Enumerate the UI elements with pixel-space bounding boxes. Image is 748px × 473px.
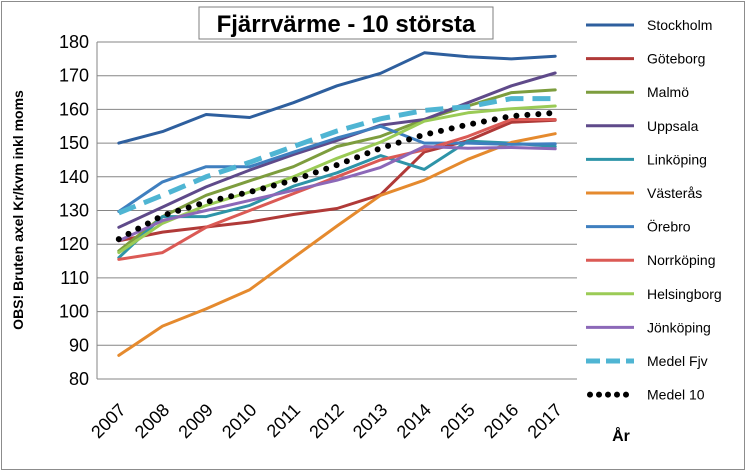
y-tick-label: 150 [59,133,89,153]
legend-label: Helsingborg [647,286,722,302]
series-line-linköping [117,139,557,260]
x-tick-label: 2010 [218,400,260,442]
series-line-västerås [117,132,557,357]
chart-title: Fjärrvärme - 10 största [217,11,476,38]
y-tick-label: 80 [69,369,89,389]
x-tick-label: 2013 [349,400,391,442]
series-line-örebro [117,124,557,213]
legend: Stockholm Göteborg Malmö Uppsala Linköping Vä… [586,17,722,403]
series-line-medel-10 [115,109,559,243]
y-tick-label: 180 [59,32,89,52]
legend-label: Linköping [647,151,707,167]
series-line-norrköping [117,118,557,261]
x-tick-labels: 2007 2008 2009 2010 2011 2012 2013 2014 2015 2016… [87,400,566,442]
x-tick-label: 2012 [305,400,347,442]
series-line-medel-fjv [117,96,556,216]
series-line-jönköping [117,145,557,243]
x-tick-label: 2011 [263,400,305,442]
title-box [198,6,494,40]
series-lines [115,51,559,357]
legend-label: Jönköping [647,319,711,335]
y-tick-label: 100 [59,302,89,322]
y-tick-label: 120 [59,234,89,254]
series-line-stockholm [117,51,557,145]
y-tick-labels: 80 90 100 110 120 130 140 150 160 170 180 [59,32,89,389]
legend-label: Göteborg [647,51,705,67]
legend-label: Västerås [647,185,702,201]
y-tick-label: 130 [59,201,89,221]
legend-label: Medel Fjv [647,353,708,369]
x-tick-label: 2008 [131,400,173,442]
y-tick-label: 160 [59,99,89,119]
legend-label: Norrköping [647,252,715,268]
x-tick-label: 2014 [393,400,435,442]
series-line-uppsala [117,71,557,229]
legend-label: Malmö [647,84,689,100]
x-axis-label: År [612,426,630,445]
axes [96,42,577,380]
x-tick-label: 2009 [174,400,216,442]
x-tick-label: 2016 [480,400,522,442]
x-tick-label: 2007 [87,400,129,442]
y-tick-label: 90 [69,335,89,355]
series-line-göteborg [117,118,557,243]
y-tick-label: 110 [60,268,89,288]
y-tick-label: 170 [59,66,89,86]
legend-label: Örebro [647,218,691,235]
series-line-helsingborg [117,104,557,255]
legend-label: Stockholm [647,17,712,33]
x-tick-label: 2017 [524,400,566,442]
legend-label: Uppsala [647,118,699,134]
y-axis-label: OBS! Bruten axel Kr/kvm inkl moms [10,90,26,330]
x-tick-label: 2015 [436,400,478,442]
legend-label: Medel 10 [647,387,705,403]
y-tick-label: 140 [59,167,89,187]
